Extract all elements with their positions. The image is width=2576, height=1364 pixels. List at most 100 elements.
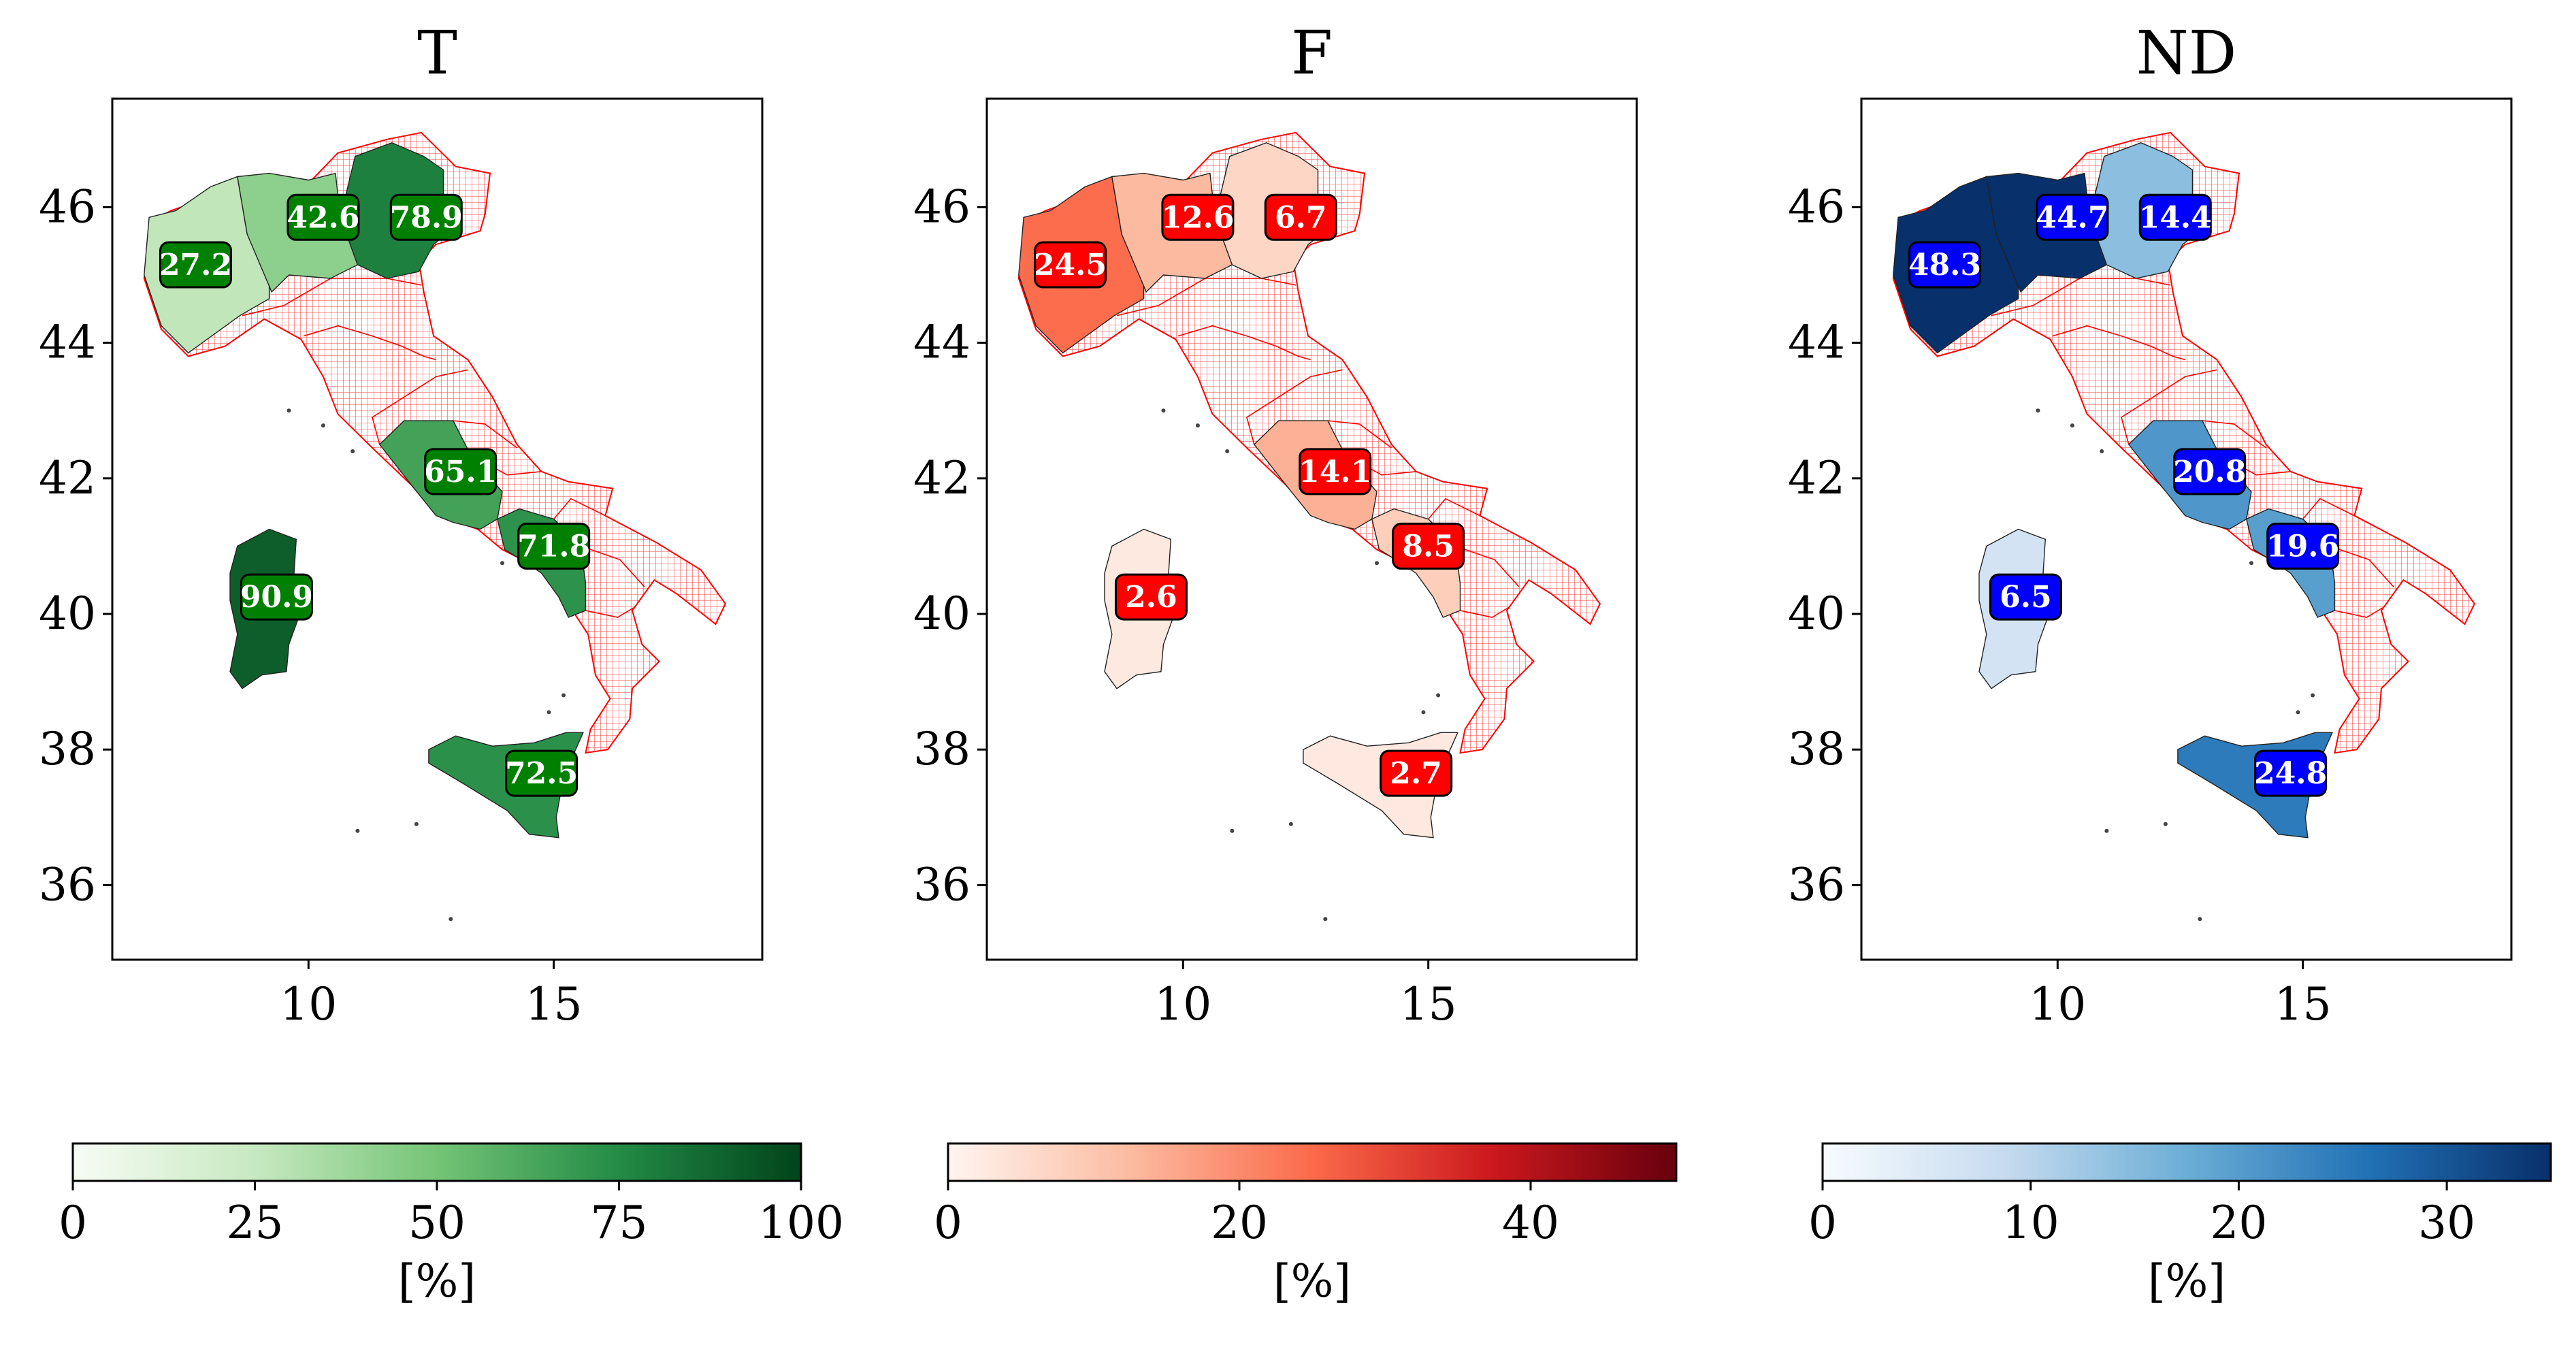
y-tick-label: 42: [39, 452, 96, 504]
island-marker: [350, 449, 355, 453]
region-border: [1177, 325, 1311, 361]
x-tick-label: 15: [2275, 978, 2332, 1030]
value-label-box: [389, 193, 463, 241]
colorbar-tick-label: 0: [934, 1197, 962, 1249]
y-tick-label: 36: [1788, 858, 1845, 911]
x-tick-label: 15: [525, 978, 583, 1030]
island-marker: [2070, 423, 2074, 428]
y-tick-label: 38: [913, 723, 971, 775]
island-marker: [355, 828, 360, 833]
region-border: [2334, 606, 2385, 618]
island-marker: [1323, 917, 1328, 922]
region-border: [1246, 369, 1343, 445]
island-marker: [287, 408, 291, 413]
value-label: 90.9: [240, 580, 313, 615]
region-border: [2202, 420, 2267, 449]
region-border: [1327, 420, 1392, 449]
island-marker: [414, 822, 419, 826]
island-marker: [547, 710, 551, 715]
island-marker: [449, 917, 453, 922]
x-tick-label: 10: [280, 978, 337, 1030]
island-marker: [1436, 693, 1441, 698]
colorbar-gradient: [947, 1142, 1678, 1182]
value-label-box: [240, 573, 313, 621]
island-marker: [2296, 710, 2300, 715]
island-marker: [1230, 828, 1235, 833]
value-label-box: [287, 193, 360, 241]
region-border: [2330, 545, 2394, 587]
island-marker: [2036, 408, 2040, 413]
island-marker: [2249, 561, 2253, 566]
y-tick-label: 38: [1788, 723, 1845, 775]
value-label: 12.6: [1161, 200, 1234, 235]
y-tick-label: 38: [39, 723, 96, 775]
panel-title: F: [1291, 18, 1333, 88]
value-label-box: [1034, 241, 1107, 289]
map-area: [1892, 131, 2476, 922]
island-marker: [321, 423, 325, 428]
island-marker: [1195, 423, 1200, 428]
y-tick-label: 42: [913, 452, 971, 504]
map-panel-nd: ND 48.3 44.7 14.4 20.8 19.6 6.5 24.8 46 44 42 40 38 3…: [1788, 18, 2552, 1308]
y-tick-label: 36: [39, 858, 96, 911]
colorbar-tick-label: 50: [408, 1197, 466, 1249]
value-label: 44.7: [2036, 200, 2108, 235]
colorbar-label: [%]: [1273, 1255, 1351, 1308]
x-tick-label: 10: [1154, 978, 1211, 1030]
colorbar-label: [%]: [398, 1255, 476, 1308]
value-label: 71.8: [517, 529, 590, 564]
value-label: 19.6: [2266, 529, 2339, 564]
value-label-box: [1299, 448, 1372, 496]
value-label: 27.2: [159, 248, 232, 282]
y-tick-label: 46: [1788, 180, 1845, 233]
island-marker: [2104, 828, 2109, 833]
region-border: [372, 369, 468, 445]
island-marker: [2198, 917, 2202, 922]
x-tick-label: 15: [1400, 978, 1457, 1030]
panel-title: T: [417, 18, 457, 88]
value-label: 42.6: [287, 200, 359, 235]
value-label-box: [517, 522, 591, 570]
y-tick-label: 46: [913, 180, 971, 233]
value-label-box: [1114, 573, 1188, 621]
region-border: [581, 545, 645, 587]
colorbar-tick-label: 10: [2002, 1197, 2059, 1249]
region-border: [303, 325, 436, 361]
colorbar-tick-label: 0: [59, 1197, 87, 1249]
x-tick-label: 10: [2029, 978, 2086, 1030]
colorbar-gradient: [71, 1142, 802, 1182]
island-marker: [1375, 561, 1379, 566]
region-border: [453, 420, 518, 449]
region-border: [2302, 498, 2355, 520]
value-label-box: [1908, 241, 1982, 289]
region-border: [1455, 545, 1520, 587]
region-border: [1460, 606, 1510, 618]
island-marker: [2311, 693, 2315, 698]
axes-frame: [111, 97, 764, 961]
colorbar-gradient: [1821, 1142, 2552, 1182]
map-panel-t: T 27.2 42.6 78.9 65.1 71.8 90.9 72.5 46 44 42 40 38 3…: [39, 18, 844, 1308]
value-label-box: [1380, 749, 1453, 797]
value-label: 78.9: [390, 200, 463, 235]
axes-frame: [1860, 97, 2513, 961]
value-label-box: [1989, 573, 2062, 621]
map-panel-f: F 24.5 12.6 6.7 14.1 8.5 2.6 2.7 46 44 42 40 38 36 10 1…: [913, 18, 1678, 1308]
island-marker: [2100, 449, 2104, 453]
region-border: [2052, 325, 2185, 361]
colorbar-tick-label: 20: [2210, 1197, 2267, 1249]
region-border: [1428, 498, 1480, 520]
island-marker: [1225, 449, 1230, 453]
island-marker: [1161, 408, 1166, 413]
value-label: 2.6: [1125, 580, 1177, 615]
region-border: [585, 606, 636, 618]
y-tick-label: 44: [913, 316, 971, 369]
region-border: [2121, 369, 2217, 445]
island-marker: [2163, 822, 2168, 826]
y-tick-label: 44: [1788, 316, 1845, 369]
colorbar-tick-label: 25: [227, 1197, 284, 1249]
value-label: 24.5: [1034, 248, 1107, 282]
island-marker: [500, 561, 504, 566]
colorbar-tick-label: 100: [758, 1197, 844, 1249]
value-label: 2.7: [1390, 756, 1442, 791]
